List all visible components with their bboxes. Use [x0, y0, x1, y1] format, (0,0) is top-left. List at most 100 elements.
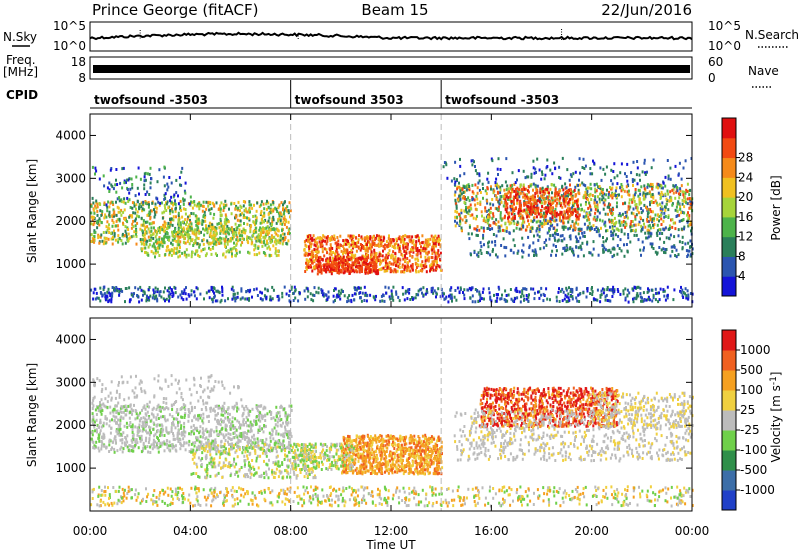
scatter-cell	[542, 187, 544, 190]
scatter-cell	[474, 204, 476, 207]
scatter-cell	[640, 254, 642, 257]
scatter-cell	[258, 233, 260, 236]
nave-label: Nave	[748, 64, 779, 78]
scatter-cell	[313, 294, 315, 297]
scatter-cell	[402, 254, 404, 257]
scatter-cell	[155, 240, 157, 243]
scatter-cell	[516, 227, 518, 230]
scatter-cell	[565, 287, 567, 290]
scatter-cell	[526, 294, 528, 297]
power-data	[90, 114, 694, 307]
scatter-cell	[109, 294, 111, 297]
scatter-cell	[562, 222, 564, 225]
scatter-cell	[369, 262, 371, 265]
scatter-cell	[481, 252, 483, 255]
scatter-cell	[141, 248, 143, 251]
scatter-cell	[583, 215, 585, 218]
scatter-cell	[639, 179, 641, 182]
scatter-cell	[373, 257, 375, 260]
scatter-cell	[151, 250, 153, 253]
scatter-cell	[657, 213, 659, 216]
scatter-cell	[203, 297, 205, 300]
scatter-cell	[510, 195, 512, 198]
scatter-cell	[196, 242, 198, 245]
scatter-cell	[581, 208, 583, 211]
scatter-cell	[144, 247, 146, 250]
scatter-cell	[155, 203, 157, 206]
scatter-cell	[614, 222, 616, 225]
scatter-cell	[362, 292, 364, 295]
scatter-cell	[116, 183, 118, 186]
scatter-cell	[146, 214, 148, 217]
scatter-cell	[311, 261, 313, 264]
scatter-cell	[140, 178, 142, 181]
scatter-cell	[674, 246, 676, 249]
scatter-cell	[620, 238, 622, 241]
scatter-cell	[366, 243, 368, 246]
scatter-cell	[122, 222, 124, 225]
scatter-cell	[121, 186, 123, 189]
scatter-cell	[115, 224, 117, 227]
scatter-cell	[286, 293, 288, 296]
scatter-cell	[203, 243, 205, 246]
scatter-cell	[566, 210, 568, 213]
scatter-cell	[551, 172, 553, 175]
scatter-cell	[682, 241, 684, 244]
scatter-cell	[348, 258, 350, 261]
scatter-cell	[425, 293, 427, 296]
scatter-cell	[647, 291, 649, 294]
scatter-cell	[575, 296, 577, 299]
scatter-cell	[566, 244, 568, 247]
scatter-cell	[318, 287, 320, 290]
scatter-cell	[523, 295, 525, 298]
freq-label-line2: [MHz]	[3, 65, 38, 79]
scatter-cell	[536, 215, 538, 218]
scatter-cell	[490, 211, 492, 214]
scatter-cell	[222, 294, 224, 297]
scatter-cell	[412, 298, 414, 301]
scatter-cell	[539, 200, 541, 203]
scatter-cell	[673, 235, 675, 238]
scatter-cell	[329, 256, 331, 259]
scatter-cell	[164, 299, 166, 302]
scatter-cell	[178, 224, 180, 227]
scatter-cell	[683, 211, 685, 214]
scatter-cell	[158, 238, 160, 241]
scatter-cell	[320, 266, 322, 269]
scatter-cell	[186, 221, 188, 224]
scatter-cell	[305, 262, 307, 265]
scatter-cell	[614, 217, 616, 220]
scatter-cell	[648, 232, 650, 235]
scatter-cell	[418, 270, 420, 273]
scatter-cell	[131, 183, 133, 186]
scatter-cell	[249, 252, 251, 255]
scatter-cell	[118, 294, 120, 297]
scatter-cell	[194, 204, 196, 207]
scatter-cell	[684, 242, 686, 245]
scatter-cell	[280, 234, 282, 237]
scatter-cell	[273, 289, 275, 292]
scatter-cell	[288, 294, 290, 297]
scatter-cell	[428, 251, 430, 254]
scatter-cell	[281, 292, 283, 295]
scatter-cell	[519, 200, 521, 203]
scatter-cell	[506, 184, 508, 187]
scatter-cell	[237, 219, 239, 222]
scatter-cell	[307, 235, 309, 238]
scatter-cell	[624, 202, 626, 205]
scatter-cell	[668, 177, 670, 180]
scatter-cell	[663, 295, 665, 298]
scatter-cell	[175, 252, 177, 255]
scatter-cell	[496, 198, 498, 201]
scatter-cell	[231, 288, 233, 291]
scatter-cell	[286, 226, 288, 229]
scatter-cell	[140, 238, 142, 241]
scatter-cell	[125, 202, 127, 205]
scatter-cell	[443, 165, 445, 168]
scatter-cell	[593, 218, 595, 221]
scatter-cell	[505, 201, 507, 204]
scatter-cell	[304, 289, 306, 292]
scatter-cell	[141, 229, 143, 232]
scatter-cell	[342, 290, 344, 293]
scatter-cell	[263, 212, 265, 215]
